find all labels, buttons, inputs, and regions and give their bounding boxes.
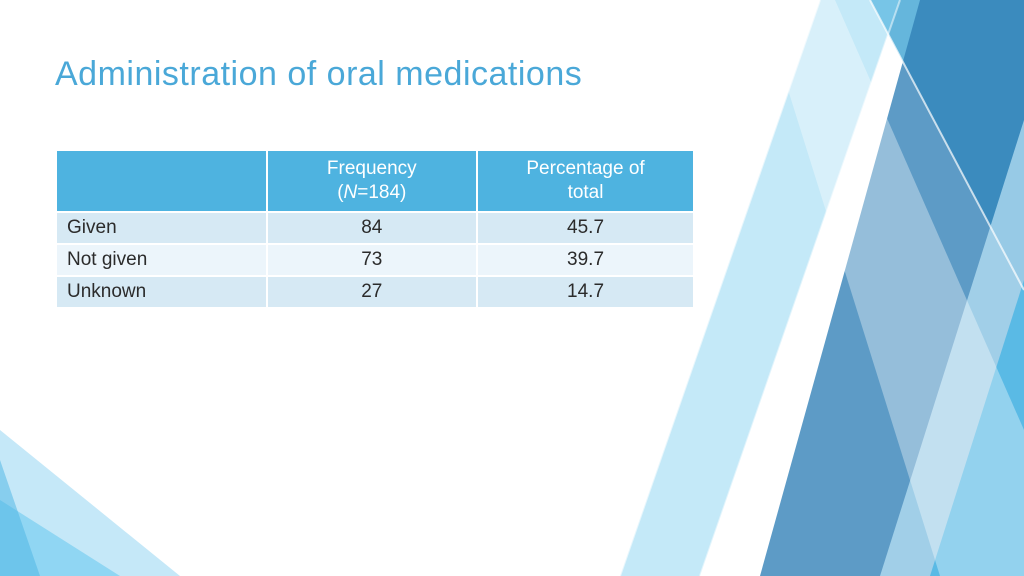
table-row: Unknown 27 14.7 — [56, 276, 694, 308]
row-percentage: 39.7 — [477, 244, 694, 276]
header-freq-line1: Frequency — [327, 158, 417, 179]
row-frequency: 84 — [267, 212, 478, 244]
slide-title: Administration of oral medications — [55, 55, 964, 94]
row-frequency: 27 — [267, 276, 478, 308]
header-freq-line2-rest: =184) — [357, 182, 406, 203]
table-row: Given 84 45.7 — [56, 212, 694, 244]
header-pct-line2: total — [568, 182, 604, 203]
table-header-blank — [56, 150, 267, 212]
table-header-row: Frequency (N=184) Percentage of total — [56, 150, 694, 212]
row-label: Unknown — [56, 276, 267, 308]
header-freq-n: N — [344, 182, 358, 203]
table-row: Not given 73 39.7 — [56, 244, 694, 276]
data-table: Frequency (N=184) Percentage of total Gi… — [55, 149, 695, 309]
table-header-frequency: Frequency (N=184) — [267, 150, 478, 212]
row-percentage: 14.7 — [477, 276, 694, 308]
header-pct-line1: Percentage of — [526, 158, 644, 179]
row-percentage: 45.7 — [477, 212, 694, 244]
row-frequency: 73 — [267, 244, 478, 276]
row-label: Given — [56, 212, 267, 244]
content-area: Administration of oral medications Frequ… — [0, 0, 1024, 309]
slide: Administration of oral medications Frequ… — [0, 0, 1024, 576]
row-label: Not given — [56, 244, 267, 276]
table-header-percentage: Percentage of total — [477, 150, 694, 212]
